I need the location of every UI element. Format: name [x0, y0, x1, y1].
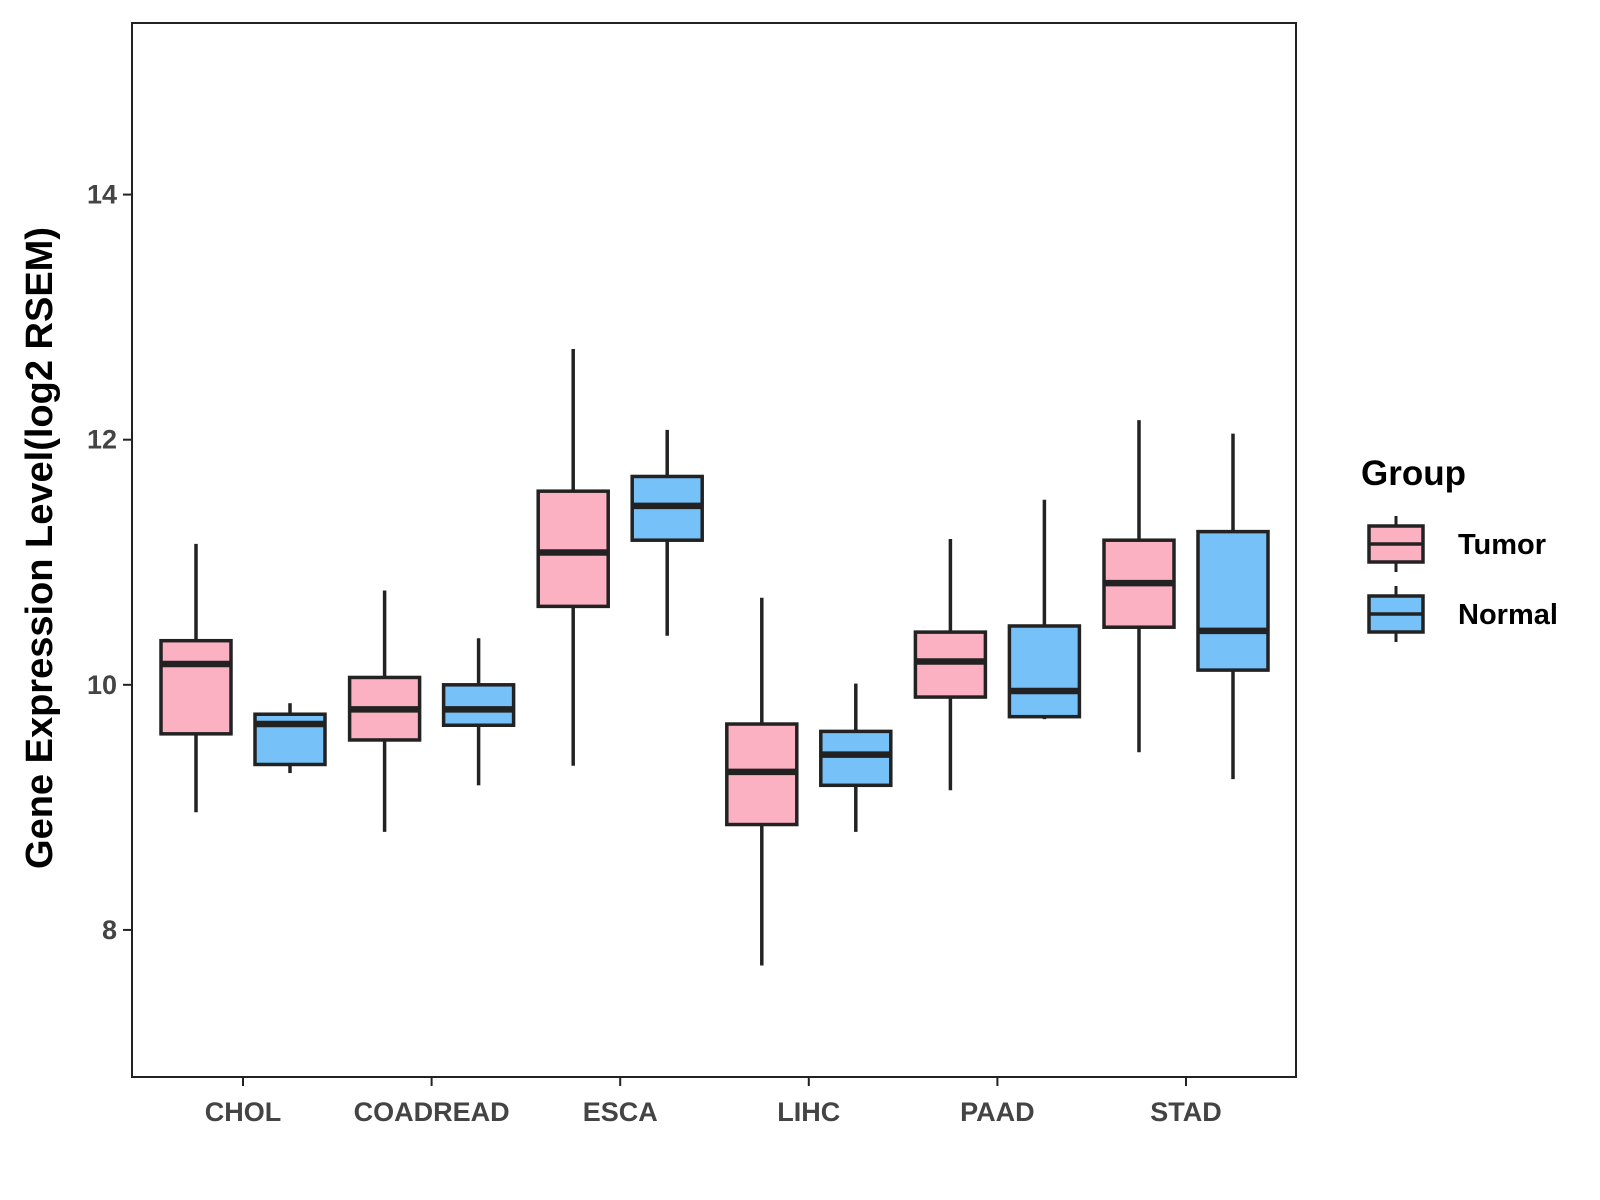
x-tick-label: PAAD — [960, 1097, 1035, 1127]
legend-label: Tumor — [1458, 529, 1546, 561]
x-tick-label: STAD — [1150, 1097, 1222, 1127]
x-tick-label: LIHC — [777, 1097, 840, 1127]
legend-title: Group — [1361, 454, 1466, 493]
legend: Group Tumor Normal — [1361, 454, 1558, 642]
x-tick-label: CHOL — [205, 1097, 282, 1127]
box-tumor-coadread — [347, 590, 422, 832]
x-tick-label: COADREAD — [354, 1097, 510, 1127]
y-tick-label: 10 — [87, 670, 117, 700]
x-tick-label: ESCA — [583, 1097, 658, 1127]
y-tick-label: 14 — [87, 180, 117, 210]
box-normal-stad — [1196, 433, 1270, 780]
panel-border — [131, 22, 1297, 1078]
box-body — [1007, 624, 1082, 719]
box-tumor-stad — [1102, 420, 1176, 753]
legend-label: Normal — [1458, 599, 1558, 631]
box-normal-paad — [1007, 499, 1082, 720]
box-normal-lihc — [819, 683, 893, 832]
legend-item-tumor: Tumor — [1367, 516, 1546, 572]
box-body — [441, 683, 516, 728]
box-normal-esca — [630, 429, 704, 636]
box-tumor-lihc — [725, 597, 799, 966]
y-axis-title: Gene Expression Level(log2 RSEM) — [19, 227, 61, 869]
box-body — [536, 489, 610, 609]
box-tumor-esca — [536, 349, 610, 766]
plot-area: 8 10 12 14 CHOL COADREAD ESCA LIHC PAAD STAD — [87, 22, 1297, 1127]
box-body — [819, 729, 893, 788]
box-body — [159, 638, 233, 736]
box-normal-coadread — [441, 638, 516, 786]
box-body — [1196, 529, 1270, 672]
legend-item-normal: Normal — [1367, 586, 1558, 642]
box-normal-chol — [253, 703, 327, 774]
box-tumor-chol — [159, 543, 233, 813]
box-tumor-paad — [913, 538, 988, 791]
y-tick-label: 8 — [102, 915, 117, 945]
y-tick-label: 12 — [87, 425, 117, 455]
